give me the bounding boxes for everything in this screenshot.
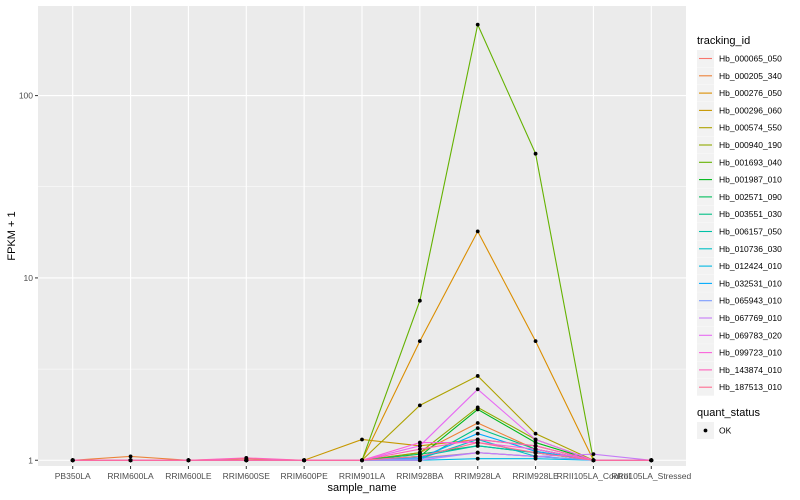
data-point xyxy=(533,454,538,459)
data-point xyxy=(128,454,133,459)
data-point xyxy=(533,151,538,156)
data-point xyxy=(475,421,480,425)
legend-label: Hb_002571_090 xyxy=(719,192,782,202)
legend-label: Hb_143874_010 xyxy=(719,365,782,375)
data-point xyxy=(475,426,480,431)
data-point xyxy=(417,443,422,448)
x-axis: PB350LA RRIM600LA RRIM600LE RRIM600SE RRIM60… xyxy=(55,466,691,481)
legend-label: Hb_000276_050 xyxy=(719,88,782,98)
legend: tracking_id Hb_000065_050Hb_000205_340Hb… xyxy=(697,35,782,439)
x-tick-label: RRII105LA_Stressed xyxy=(611,471,691,481)
legend-label: Hb_000205_340 xyxy=(719,71,782,81)
data-point xyxy=(475,437,480,442)
data-point xyxy=(417,403,422,408)
legend-title-tracking-id: tracking_id xyxy=(697,35,750,47)
x-tick-label: RRIM600PE xyxy=(281,471,329,481)
data-point xyxy=(360,437,364,442)
data-point xyxy=(128,458,133,463)
data-point xyxy=(417,458,422,463)
x-tick-label: RRIM928LE xyxy=(512,471,559,481)
x-tick-label: RRII105LA_Control xyxy=(557,471,631,481)
data-point xyxy=(475,22,480,27)
legend-label: Hb_000296_060 xyxy=(719,105,782,115)
legend-label: Hb_000940_190 xyxy=(719,140,782,150)
data-point xyxy=(417,440,422,445)
data-point xyxy=(417,454,422,459)
legend-label: OK xyxy=(719,426,732,436)
grid-lines xyxy=(38,6,686,466)
legend-label: Hb_069783_020 xyxy=(719,330,782,340)
legend-label: Hb_003551_030 xyxy=(719,209,782,219)
data-point xyxy=(533,431,538,436)
data-point xyxy=(186,458,191,463)
data-point xyxy=(475,229,480,234)
data-point xyxy=(649,458,654,463)
data-point xyxy=(360,458,364,463)
legend-label: Hb_099723_010 xyxy=(719,348,782,358)
legend-label: Hb_065943_010 xyxy=(719,296,782,306)
data-point xyxy=(244,458,249,463)
data-point xyxy=(533,443,538,448)
legend-label: Hb_032531_010 xyxy=(719,278,782,288)
x-tick-label: RRIM928LA xyxy=(455,471,502,481)
data-point xyxy=(475,443,480,448)
legend-label: Hb_010736_030 xyxy=(719,244,782,254)
y-axis-title: FPKM + 1 xyxy=(6,211,18,260)
data-point xyxy=(70,458,75,463)
y-tick-label: 1 xyxy=(28,455,33,465)
data-point xyxy=(302,458,307,463)
data-point xyxy=(475,440,480,445)
x-tick-label: RRIM600SE xyxy=(223,471,271,481)
data-point xyxy=(417,298,422,303)
y-axis: 1 10 100 xyxy=(19,91,38,465)
x-tick-label: RRIM600LA xyxy=(107,471,154,481)
legend-label: Hb_067769_010 xyxy=(719,313,782,323)
legend-quant-status-items: OK xyxy=(697,422,732,439)
legend-title-quant-status: quant_status xyxy=(697,407,760,419)
legend-tracking-id-items: Hb_000065_050 Hb_000205_340 Hb_000276_050 H… xyxy=(697,50,782,396)
legend-label: Hb_187513_010 xyxy=(719,382,782,392)
data-point xyxy=(475,374,480,378)
x-tick-label: RRIM600LE xyxy=(165,471,212,481)
x-axis-title: sample_name xyxy=(327,482,396,494)
data-point xyxy=(533,447,538,452)
legend-label: Hb_012424_010 xyxy=(719,261,782,271)
data-point xyxy=(417,339,422,344)
data-points xyxy=(70,22,654,463)
data-point xyxy=(475,450,480,455)
legend-label: Hb_001987_010 xyxy=(719,175,782,185)
legend-label: Hb_001693_040 xyxy=(719,157,782,167)
legend-label: Hb_006157_050 xyxy=(719,227,782,237)
data-point xyxy=(591,452,596,457)
data-point xyxy=(475,431,480,436)
x-tick-label: PB350LA xyxy=(55,471,91,481)
legend-key-point xyxy=(703,428,708,433)
data-point xyxy=(475,387,480,392)
x-tick-label: RRIM928BA xyxy=(396,471,444,481)
legend-label: Hb_000065_050 xyxy=(719,54,782,64)
data-point xyxy=(533,450,538,455)
data-point xyxy=(533,339,538,344)
y-tick-label: 100 xyxy=(19,91,33,101)
legend-label: Hb_000574_550 xyxy=(719,123,782,133)
y-tick-label: 10 xyxy=(24,273,34,283)
data-point xyxy=(591,458,596,463)
x-tick-label: RRIM901LA xyxy=(339,471,386,481)
data-point xyxy=(475,456,480,461)
data-point xyxy=(417,447,422,452)
data-point xyxy=(533,437,538,442)
data-point xyxy=(533,440,538,445)
data-point xyxy=(475,407,480,412)
